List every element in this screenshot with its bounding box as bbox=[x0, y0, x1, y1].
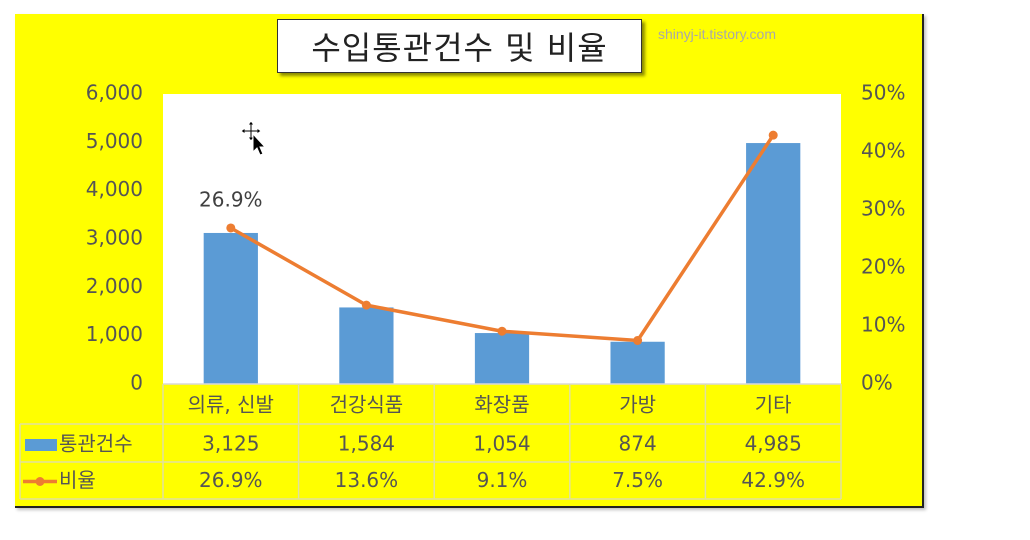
table-cell-ratio: 9.1% bbox=[477, 468, 528, 492]
table-cell-count: 874 bbox=[619, 432, 657, 456]
y-right-tick-label: 10% bbox=[861, 313, 905, 337]
ratio-point[interactable] bbox=[768, 130, 778, 140]
legend-key-bar bbox=[25, 439, 57, 451]
move-cursor-icon bbox=[240, 120, 267, 156]
legend-label: 통관건수 bbox=[59, 432, 133, 456]
y-right-tick-label: 30% bbox=[861, 197, 905, 221]
table-cell-ratio: 26.9% bbox=[199, 468, 263, 492]
chart-title[interactable]: 수입통관건수 및 비율 bbox=[277, 19, 642, 73]
y-left-tick-label: 5,000 bbox=[86, 129, 143, 153]
table-cell-count: 4,985 bbox=[745, 432, 802, 456]
ratio-point[interactable] bbox=[633, 336, 643, 345]
y-right-tick-label: 20% bbox=[861, 255, 905, 279]
y-left-tick-label: 3,000 bbox=[86, 226, 143, 250]
category-label: 화장품 bbox=[474, 393, 529, 417]
table-cell-ratio: 13.6% bbox=[335, 468, 399, 492]
bar[interactable] bbox=[203, 232, 258, 384]
table-cell-ratio: 7.5% bbox=[612, 468, 663, 492]
table-cell-ratio: 42.9% bbox=[741, 468, 805, 492]
y-right-tick-label: 50% bbox=[861, 81, 905, 105]
legend-key-marker bbox=[35, 477, 45, 486]
y-right-tick-label: 40% bbox=[861, 139, 905, 163]
bar[interactable] bbox=[474, 333, 530, 384]
y-left-tick-label: 4,000 bbox=[86, 177, 143, 201]
y-left-tick-label: 0 bbox=[130, 371, 143, 395]
legend-label: 비율 bbox=[59, 468, 96, 492]
ratio-point[interactable] bbox=[361, 300, 371, 310]
category-label: 기타 bbox=[755, 393, 792, 417]
chart-title-text: 수입통관건수 및 비율 bbox=[311, 29, 608, 67]
bar[interactable] bbox=[339, 307, 394, 384]
table-cell-count: 3,125 bbox=[202, 432, 259, 456]
table-cell-count: 1,054 bbox=[473, 432, 530, 456]
y-left-tick-label: 6,000 bbox=[86, 81, 143, 105]
bar[interactable] bbox=[610, 341, 665, 384]
data-label: 26.9% bbox=[199, 187, 263, 211]
y-left-tick-label: 2,000 bbox=[86, 274, 143, 298]
ratio-point[interactable] bbox=[497, 326, 507, 336]
table-cell-count: 1,584 bbox=[338, 432, 395, 456]
y-right-tick-label: 0% bbox=[861, 371, 893, 395]
bar[interactable] bbox=[746, 143, 801, 384]
category-label: 건강식품 bbox=[330, 393, 404, 417]
watermark: shinyj-it.tistory.com bbox=[658, 26, 776, 42]
category-label: 가방 bbox=[619, 393, 656, 417]
ratio-point[interactable] bbox=[226, 223, 236, 233]
category-label: 의류, 신발 bbox=[188, 393, 274, 417]
y-left-tick-label: 1,000 bbox=[86, 322, 143, 346]
